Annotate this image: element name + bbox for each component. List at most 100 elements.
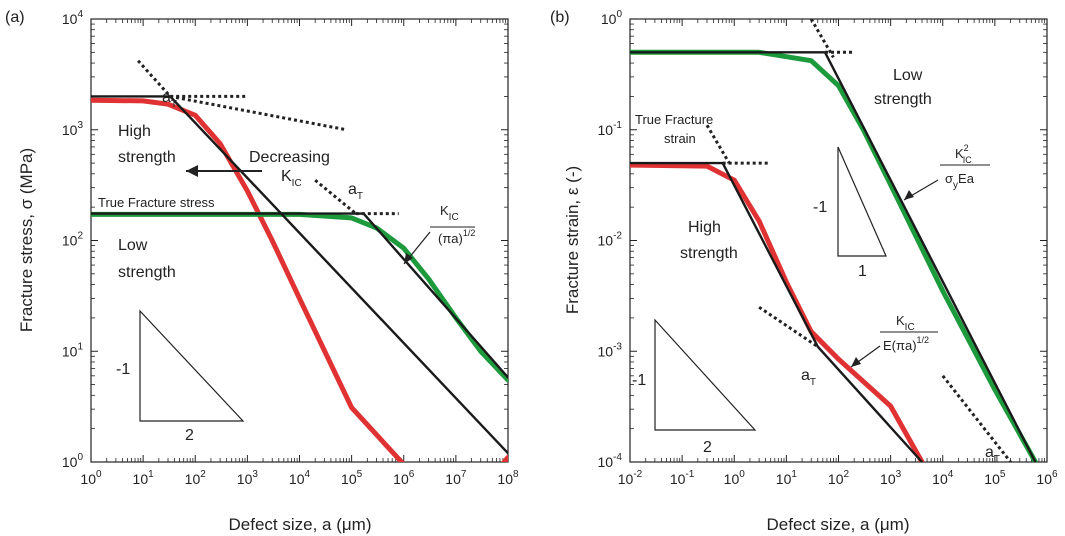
tick-base: 10 [289, 471, 305, 487]
annotation: aT [985, 444, 1000, 465]
x-tick-label: 107 [445, 469, 467, 487]
tick-base: 10 [237, 471, 253, 487]
annotation: (a) [5, 9, 25, 26]
y-tick-label: 10-3 [598, 341, 623, 359]
panel-a: 100 101 102 103 104 105 106 107 1081001011021031… [5, 9, 519, 534]
tick-base: 10 [601, 11, 617, 27]
annotation: strength [118, 149, 176, 166]
y-tick-label: 104 [62, 9, 84, 27]
annotation-suffix: Ea [958, 171, 975, 186]
annotation-text: 2 [185, 427, 194, 444]
tick-exponent: -1 [685, 469, 694, 480]
subscript: T [810, 377, 816, 388]
tick-base: 10 [880, 471, 896, 487]
annotation-text: K [281, 168, 292, 185]
annotation: -1 [632, 372, 646, 389]
annotation-text: a [985, 444, 994, 461]
annotation-text: strength [680, 245, 738, 262]
annotation: K2 IC [955, 143, 972, 165]
annotation-text: High [688, 219, 721, 236]
tick-exponent: 0 [96, 469, 102, 480]
tick-exponent: 4 [948, 469, 954, 480]
tick-base: 10 [1036, 471, 1052, 487]
tick-base: 10 [670, 471, 686, 487]
tick-base: 10 [62, 11, 78, 27]
x-tick-label: 101 [776, 469, 798, 487]
annotation: Low [893, 67, 923, 84]
tick-base: 10 [341, 471, 357, 487]
tick-exponent: 0 [77, 452, 83, 463]
tick-base: 10 [62, 454, 78, 470]
y-tick-label: 10-4 [598, 452, 623, 470]
annotation: 2 [185, 427, 194, 444]
annotation: σyEa [945, 171, 975, 191]
tick-exponent: 2 [844, 469, 850, 480]
plot-area [630, 19, 1038, 462]
tick-base: 10 [393, 471, 409, 487]
annotation: KIC [896, 313, 915, 333]
tick-base: 10 [133, 471, 149, 487]
slope-triangle [654, 318, 757, 431]
tick-exponent: 2 [200, 469, 206, 480]
annotation-text: (a) [5, 9, 25, 26]
tick-base: 10 [932, 471, 948, 487]
x-tick-label: 100 [80, 469, 102, 487]
annotation: (b) [550, 9, 570, 26]
tick-base: 10 [598, 233, 614, 249]
tick-exponent: -4 [613, 452, 622, 463]
tick-base: 10 [80, 471, 96, 487]
annotation-text: a [348, 181, 357, 198]
tick-exponent: 2 [77, 231, 83, 242]
superscript: 1/2 [917, 335, 930, 345]
ticks [629, 18, 1048, 463]
asymptote-line [630, 161, 924, 462]
subscript: T [171, 99, 177, 110]
tick-exponent: 6 [1052, 469, 1058, 480]
tick-base: 10 [984, 471, 1000, 487]
x-tick-label: 103 [237, 469, 259, 487]
annotation: True Fracture stress [98, 195, 215, 210]
annotation-text: strength [118, 149, 176, 166]
annotation-text: strength [118, 264, 176, 281]
tick-base: 10 [724, 471, 740, 487]
x-axis-title: Defect size, a (μm) [767, 515, 910, 534]
slope-triangle [837, 146, 887, 257]
annotation: aT [801, 367, 816, 388]
y-tick-label: 100 [601, 9, 623, 27]
tick-base: 10 [598, 454, 614, 470]
arrow-head [404, 253, 413, 264]
annotation-text: -1 [632, 372, 646, 389]
x-tick-label: 103 [880, 469, 902, 487]
annotation: KIC [440, 203, 459, 223]
tick-exponent: -1 [613, 120, 622, 131]
annotation-text: High [118, 123, 151, 140]
series-line [630, 162, 925, 462]
tick-exponent: -3 [613, 341, 622, 352]
annotation-text: 1 [858, 263, 867, 280]
x-tick-label: 106 [1036, 469, 1058, 487]
tick-exponent: 5 [1000, 469, 1006, 480]
annotation-text: (πa) [438, 231, 463, 246]
annotation-text: σ [945, 171, 953, 186]
annotation: Low [118, 237, 148, 254]
slope-triangle [139, 309, 245, 422]
annotation-text: Low [893, 67, 923, 84]
x-tick-label: 104 [932, 469, 954, 487]
tick-exponent: 6 [409, 469, 415, 480]
annotation-text: True Fracture stress [98, 195, 215, 210]
subscript: y [953, 180, 958, 191]
tick-exponent: 3 [896, 469, 902, 480]
panel-b: 10-2 10-1 100 101 102 103 104 105 10610-410-310-… [550, 9, 1058, 534]
annotation: strain [664, 131, 696, 146]
annotation: strength [874, 91, 932, 108]
annotation-text: True Fracture [635, 112, 713, 127]
tick-base: 10 [776, 471, 792, 487]
annotation: High [688, 219, 721, 236]
subscript: IC [292, 178, 302, 189]
annotation: True Fracture [635, 112, 713, 127]
annotation-text: strength [874, 91, 932, 108]
series-line [630, 49, 1038, 462]
y-tick-label: 102 [62, 231, 84, 249]
annotation: KIC [281, 168, 302, 189]
